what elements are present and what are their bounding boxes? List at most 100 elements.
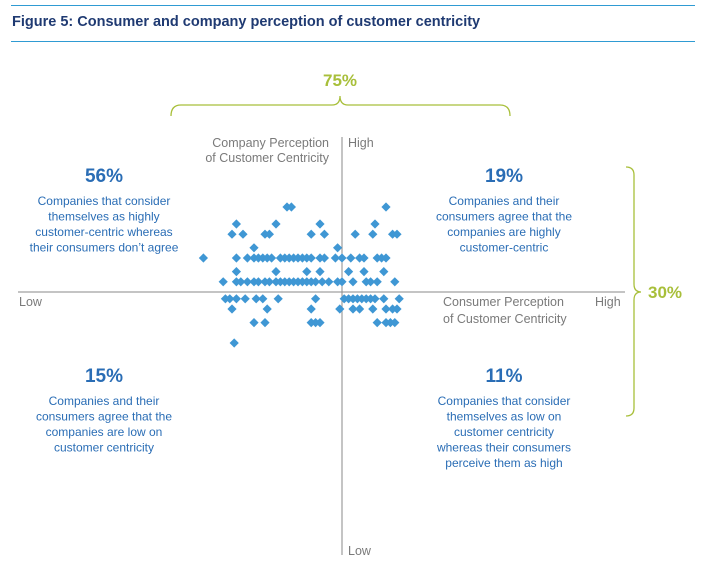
x-axis-low-label: Low xyxy=(19,295,43,309)
data-point-diamond xyxy=(251,294,261,304)
data-point-diamond xyxy=(227,229,237,239)
data-point-diamond xyxy=(381,253,391,263)
data-point-diamond xyxy=(271,219,281,229)
data-point-diamond xyxy=(271,267,281,277)
quadrant-percent-top-right: 19% xyxy=(485,166,523,187)
x-axis-title-line: Consumer Perception xyxy=(443,295,564,309)
data-point-diamond xyxy=(264,229,274,239)
data-point-diamond xyxy=(392,304,402,314)
vertical-bracket xyxy=(625,166,642,417)
y-axis-title-line: Company Perception xyxy=(212,136,329,150)
data-point-diamond xyxy=(198,253,208,263)
data-point-diamond xyxy=(315,318,325,328)
data-point-diamond xyxy=(333,243,343,253)
data-point-diamond xyxy=(368,229,378,239)
x-axis-title-line: of Customer Centricity xyxy=(443,312,567,326)
data-point-diamond xyxy=(273,294,283,304)
data-point-diamond xyxy=(394,294,404,304)
quadrant-text-top-right: consumers agree that the xyxy=(436,210,572,224)
data-point-diamond xyxy=(311,277,321,287)
quadrant-text-bottom-right: customer centricity xyxy=(454,425,554,439)
quadrant-text-top-left: themselves as highly xyxy=(48,210,159,224)
data-point-diamond xyxy=(317,277,327,287)
data-point-diamond xyxy=(264,277,274,287)
data-point-diamond xyxy=(319,253,329,263)
data-point-diamond xyxy=(231,294,241,304)
title-rule-top xyxy=(11,5,695,6)
data-point-diamond xyxy=(249,243,259,253)
data-point-diamond xyxy=(372,277,382,287)
quadrant-text-bottom-left: customer centricity xyxy=(54,441,154,455)
data-point-diamond xyxy=(346,253,356,263)
quadrant-text-top-right: Companies and their xyxy=(449,194,560,208)
data-point-diamond xyxy=(368,304,378,314)
data-point-diamond xyxy=(348,277,358,287)
x-axis-high-label: High xyxy=(595,295,621,309)
horizontal-bracket xyxy=(170,95,511,117)
quadrant-text-top-left: their consumers don’t agree xyxy=(30,241,179,255)
data-point-diamond xyxy=(225,294,235,304)
data-point-diamond xyxy=(227,304,237,314)
data-point-diamond xyxy=(236,277,246,287)
data-point-diamond xyxy=(337,277,347,287)
data-point-diamond xyxy=(229,338,239,348)
data-point-diamond xyxy=(238,229,248,239)
data-point-diamond xyxy=(370,219,380,229)
y-axis-high-label: High xyxy=(348,136,374,150)
data-point-diamond xyxy=(366,277,376,287)
data-point-diamond xyxy=(231,267,241,277)
vertical-bracket-value: 30% xyxy=(648,283,682,302)
horizontal-bracket-value: 75% xyxy=(323,71,357,90)
data-point-diamond xyxy=(258,294,268,304)
quadrant-text-bottom-right: Companies that consider xyxy=(438,394,571,408)
data-point-diamond xyxy=(253,277,263,287)
data-point-diamond xyxy=(324,277,334,287)
data-point-diamond xyxy=(260,318,270,328)
data-point-diamond xyxy=(381,202,391,212)
data-point-diamond xyxy=(359,253,369,263)
data-point-diamond xyxy=(218,277,228,287)
data-point-diamond xyxy=(242,253,252,263)
quadrant-text-bottom-left: consumers agree that the xyxy=(36,410,172,424)
quadrant-text-top-left: customer-centric whereas xyxy=(35,225,172,239)
data-point-diamond xyxy=(350,229,360,239)
quadrant-text-bottom-left: Companies and their xyxy=(49,394,160,408)
data-point-diamond xyxy=(306,253,316,263)
data-point-diamond xyxy=(242,277,252,287)
quadrant-percent-bottom-right: 11% xyxy=(486,366,523,387)
data-point-diamond xyxy=(390,277,400,287)
data-point-diamond xyxy=(306,304,316,314)
data-point-diamond xyxy=(302,267,312,277)
data-point-diamond xyxy=(240,294,250,304)
quadrant-text-top-right: companies are highly xyxy=(447,225,560,239)
quadrant-percent-bottom-left: 15% xyxy=(85,366,123,387)
title-rule-bottom xyxy=(11,41,695,42)
data-point-diamond xyxy=(231,219,241,229)
data-point-diamond xyxy=(249,318,259,328)
data-point-diamond xyxy=(344,267,354,277)
y-axis-title-line: of Customer Centricity xyxy=(205,151,329,165)
data-point-diamond xyxy=(262,304,272,314)
data-point-diamond xyxy=(372,318,382,328)
data-point-diamond xyxy=(315,219,325,229)
quadrant-text-bottom-right: perceive them as high xyxy=(445,456,562,470)
data-point-diamond xyxy=(348,304,358,314)
data-point-diamond xyxy=(370,294,380,304)
data-point-diamond xyxy=(286,202,296,212)
data-point-diamond xyxy=(379,294,389,304)
data-point-diamond xyxy=(330,253,340,263)
quadrant-text-bottom-right: whereas their consumers xyxy=(436,441,571,455)
figure-title: Figure 5: Consumer and company perceptio… xyxy=(12,14,481,30)
quadrant-percent-top-left: 56% xyxy=(85,166,123,187)
data-point-diamond xyxy=(355,304,365,314)
data-point-diamond xyxy=(379,267,389,277)
data-point-diamond xyxy=(311,294,321,304)
data-point-diamond xyxy=(231,253,241,263)
data-point-diamond xyxy=(306,229,316,239)
data-point-diamond xyxy=(337,253,347,263)
data-point-diamond xyxy=(359,267,369,277)
quadrant-text-top-right: customer-centric xyxy=(460,241,549,255)
quadrant-text-bottom-left: companies are low on xyxy=(46,425,163,439)
data-point-diamond xyxy=(381,304,391,314)
